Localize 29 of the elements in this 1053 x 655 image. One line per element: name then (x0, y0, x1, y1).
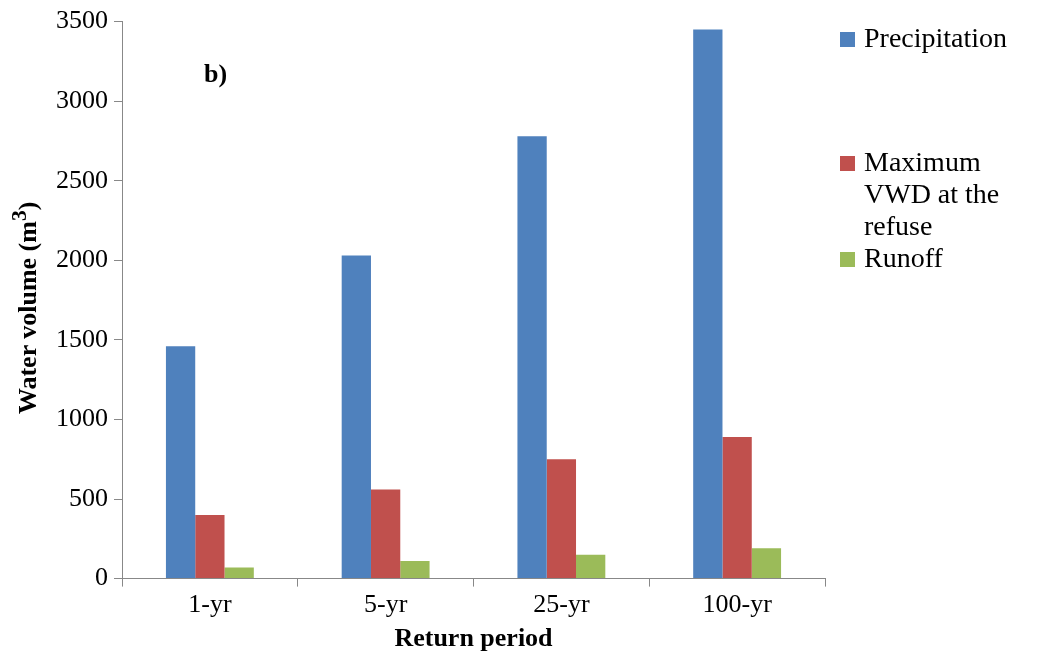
legend-label: Precipitation (864, 22, 1008, 53)
y-tick-label: 3000 (56, 85, 108, 114)
y-tick-label: 0 (95, 562, 108, 592)
y-tick-label: 3500 (56, 5, 108, 35)
legend-label: Runoff (864, 242, 943, 273)
bar (722, 436, 752, 579)
bar (341, 255, 371, 579)
bar (576, 554, 606, 579)
bar (400, 561, 430, 579)
bar (693, 29, 723, 579)
y-tick-label: 2500 (56, 164, 108, 194)
x-tick-label: 100-yr (702, 589, 773, 619)
bar (546, 459, 577, 579)
x-tick-label: 25-yr (533, 589, 590, 619)
bar (224, 567, 254, 579)
bar (195, 514, 225, 579)
legend-label: Maximum VWD at the refuse (864, 146, 1000, 241)
bar (517, 136, 547, 579)
bar (165, 346, 196, 579)
x-axis-title: Return period (394, 623, 554, 653)
bar (751, 548, 782, 579)
x-tick-label: 1-yr (188, 589, 232, 619)
y-tick-label: 2000 (56, 244, 108, 274)
y-tick-label: 1500 (56, 323, 108, 353)
y-tick-label: 500 (69, 482, 108, 512)
y-tick-label: 1000 (56, 403, 108, 433)
annotation: b) (204, 58, 228, 88)
x-tick-label: 5-yr (363, 589, 408, 619)
bar (370, 489, 401, 579)
